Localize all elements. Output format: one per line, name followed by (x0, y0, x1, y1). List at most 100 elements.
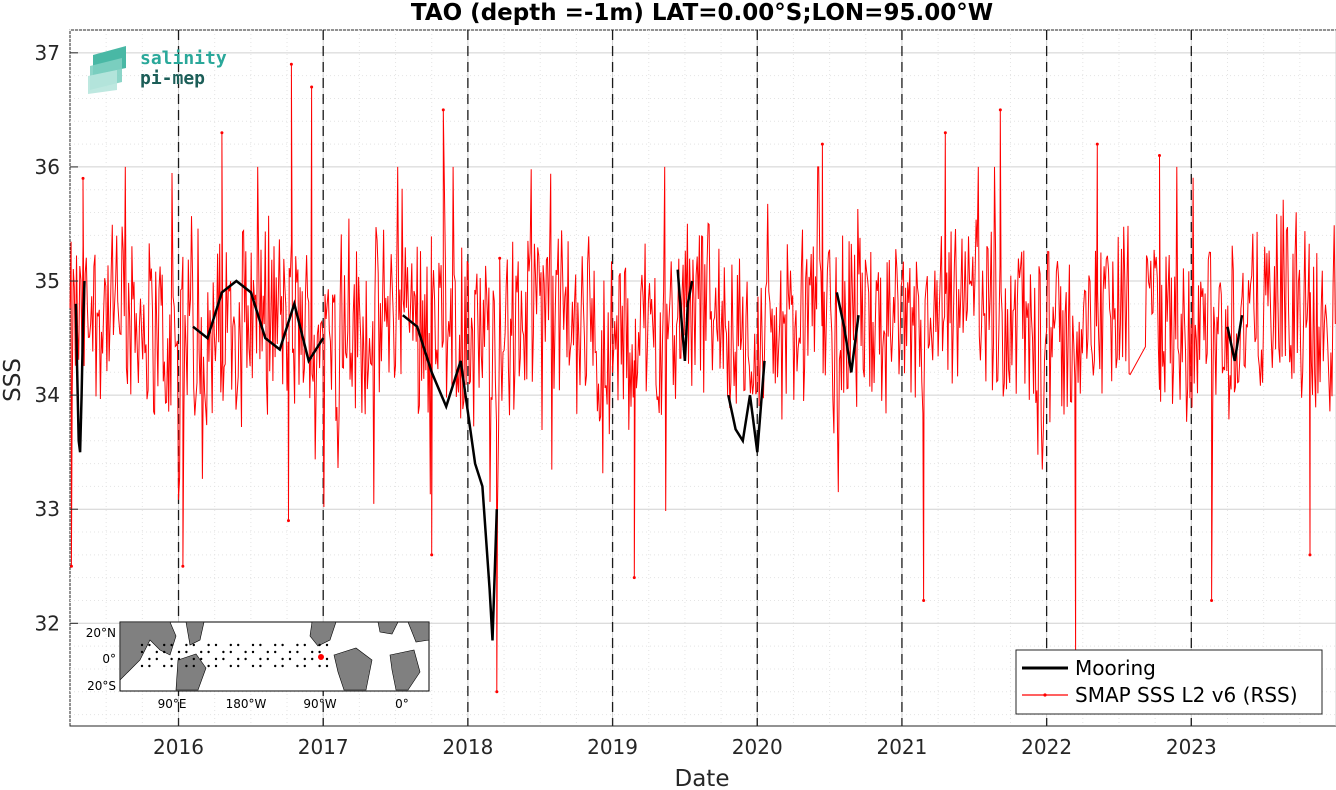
map-mooring-dot (222, 650, 225, 654)
map-mooring-dot (244, 657, 247, 661)
chart-title: TAO (depth =-1m) LAT=0.00°S;LON=95.00°W (411, 0, 993, 26)
map-mooring-dot (200, 657, 203, 661)
map-mooring-dot (274, 664, 277, 668)
map-mooring-dot (177, 657, 181, 661)
y-tick-label: 32 (35, 611, 60, 635)
map-mooring-dot (325, 643, 329, 647)
wave-logo-icon (88, 46, 126, 94)
legend-label-smap: SMAP SSS L2 v6 (RSS) (1075, 683, 1298, 707)
smap-sss-extreme-point (632, 576, 636, 580)
map-mooring-dot (222, 657, 225, 661)
smap-sss-extreme-point (922, 598, 926, 602)
map-mooring-dot (237, 664, 240, 668)
smap-sss-extreme-point (498, 256, 502, 260)
map-mooring-dot (207, 643, 210, 647)
map-mooring-dot (229, 643, 232, 647)
map-mooring-dot (155, 657, 158, 661)
map-mooring-dot (266, 657, 269, 661)
smap-sss-extreme-point (1157, 154, 1161, 158)
smap-sss-extreme-point (820, 142, 824, 146)
map-mooring-dot (296, 664, 299, 668)
smap-sss-extreme-point (1210, 598, 1214, 602)
map-mooring-dot (259, 664, 262, 668)
inset-map: 20°N 0° 20°S 90°E 180°W 90°W 0° (86, 621, 430, 711)
map-mooring-dot (229, 650, 232, 654)
map-mooring-dot (192, 643, 195, 647)
map-mooring-dot (163, 650, 166, 654)
smap-sss-extreme-point (1095, 142, 1099, 146)
map-mooring-dot (185, 650, 188, 654)
map-mooring-dot (311, 650, 314, 654)
map-mooring-dot (318, 650, 321, 654)
y-tick-label: 35 (35, 269, 60, 293)
smap-sss-extreme-point (220, 131, 224, 135)
map-mooring-dot (229, 664, 232, 668)
map-mooring-dot (163, 643, 166, 647)
salinity-pimep-logo: salinity pi-mep (88, 46, 227, 94)
y-tick-label: 36 (35, 155, 60, 179)
map-mooring-dot (214, 657, 218, 661)
map-mooring-dot (281, 657, 284, 661)
x-tick-label: 2021 (876, 735, 927, 759)
map-lat-label-0: 0° (102, 652, 116, 666)
map-mooring-dot (214, 643, 218, 647)
map-mooring-dot (311, 657, 314, 661)
map-lon-label-90w: 90°W (303, 697, 336, 711)
map-mooring-dot (185, 643, 188, 647)
year-marker-lines (177, 30, 1192, 726)
y-tick-label: 34 (35, 383, 60, 407)
x-tick-label: 2020 (732, 735, 783, 759)
map-mooring-dot (259, 643, 262, 647)
mooring-line-segment (402, 314, 499, 641)
map-mooring-dot (170, 657, 173, 661)
map-mooring-dot (296, 643, 299, 647)
map-mooring-dot (200, 650, 203, 654)
map-mooring-dot (266, 650, 269, 654)
smap-sss-extreme-point (81, 176, 85, 180)
map-mooring-dot (296, 650, 299, 654)
logo-line-1: salinity (140, 48, 227, 69)
map-mooring-dot (281, 664, 284, 668)
smap-sss-line (69, 64, 1336, 692)
map-mooring-dot (148, 664, 151, 668)
map-mooring-dot (274, 650, 277, 654)
x-tick-label: 2022 (1021, 735, 1072, 759)
map-mooring-dot (214, 664, 218, 668)
map-mooring-dot (288, 657, 292, 661)
x-tick-label: 2018 (442, 735, 493, 759)
mooring-line-segment (74, 280, 86, 453)
map-mooring-dot (207, 650, 210, 654)
x-tick-label: 2019 (587, 735, 638, 759)
map-mooring-dots (140, 643, 329, 668)
axis-ticks: 2016 2017 2018 2019 2020 2021 2022 2023 32 33 34 35… (35, 41, 1217, 759)
map-mooring-dot (148, 657, 151, 661)
map-selected-mooring-marker (318, 654, 324, 660)
smap-sss-extreme-point (943, 131, 947, 135)
map-lat-label-20s: 20°S (87, 679, 116, 693)
map-mooring-dot (274, 643, 277, 647)
map-lat-label-20n: 20°N (86, 626, 116, 640)
logo-line-2: pi-mep (140, 68, 205, 89)
smap-sss-extreme-point (430, 553, 434, 557)
map-mooring-dot (251, 643, 255, 647)
smap-sss-extreme-point (495, 690, 499, 694)
map-mooring-dot (170, 643, 173, 647)
smap-sss-extreme-point (1308, 553, 1312, 557)
map-mooring-dot (318, 643, 321, 647)
x-tick-label: 2023 (1166, 735, 1217, 759)
map-mooring-dot (281, 643, 284, 647)
map-mooring-dot (177, 650, 181, 654)
x-tick-label: 2017 (298, 735, 349, 759)
y-axis-label: SSS (0, 358, 26, 402)
map-lon-label-90e: 90°E (158, 697, 187, 711)
map-mooring-dot (192, 657, 195, 661)
legend: Mooring SMAP SSS L2 v6 (RSS) (1015, 649, 1323, 715)
map-mooring-dot (303, 664, 306, 668)
x-axis-label: Date (675, 766, 730, 790)
grid-lines (69, 29, 1336, 726)
series-smap-sss (69, 62, 1336, 694)
smap-sss-extreme-point (441, 108, 445, 112)
y-tick-label: 33 (35, 497, 60, 521)
x-tick-label: 2016 (153, 735, 204, 759)
